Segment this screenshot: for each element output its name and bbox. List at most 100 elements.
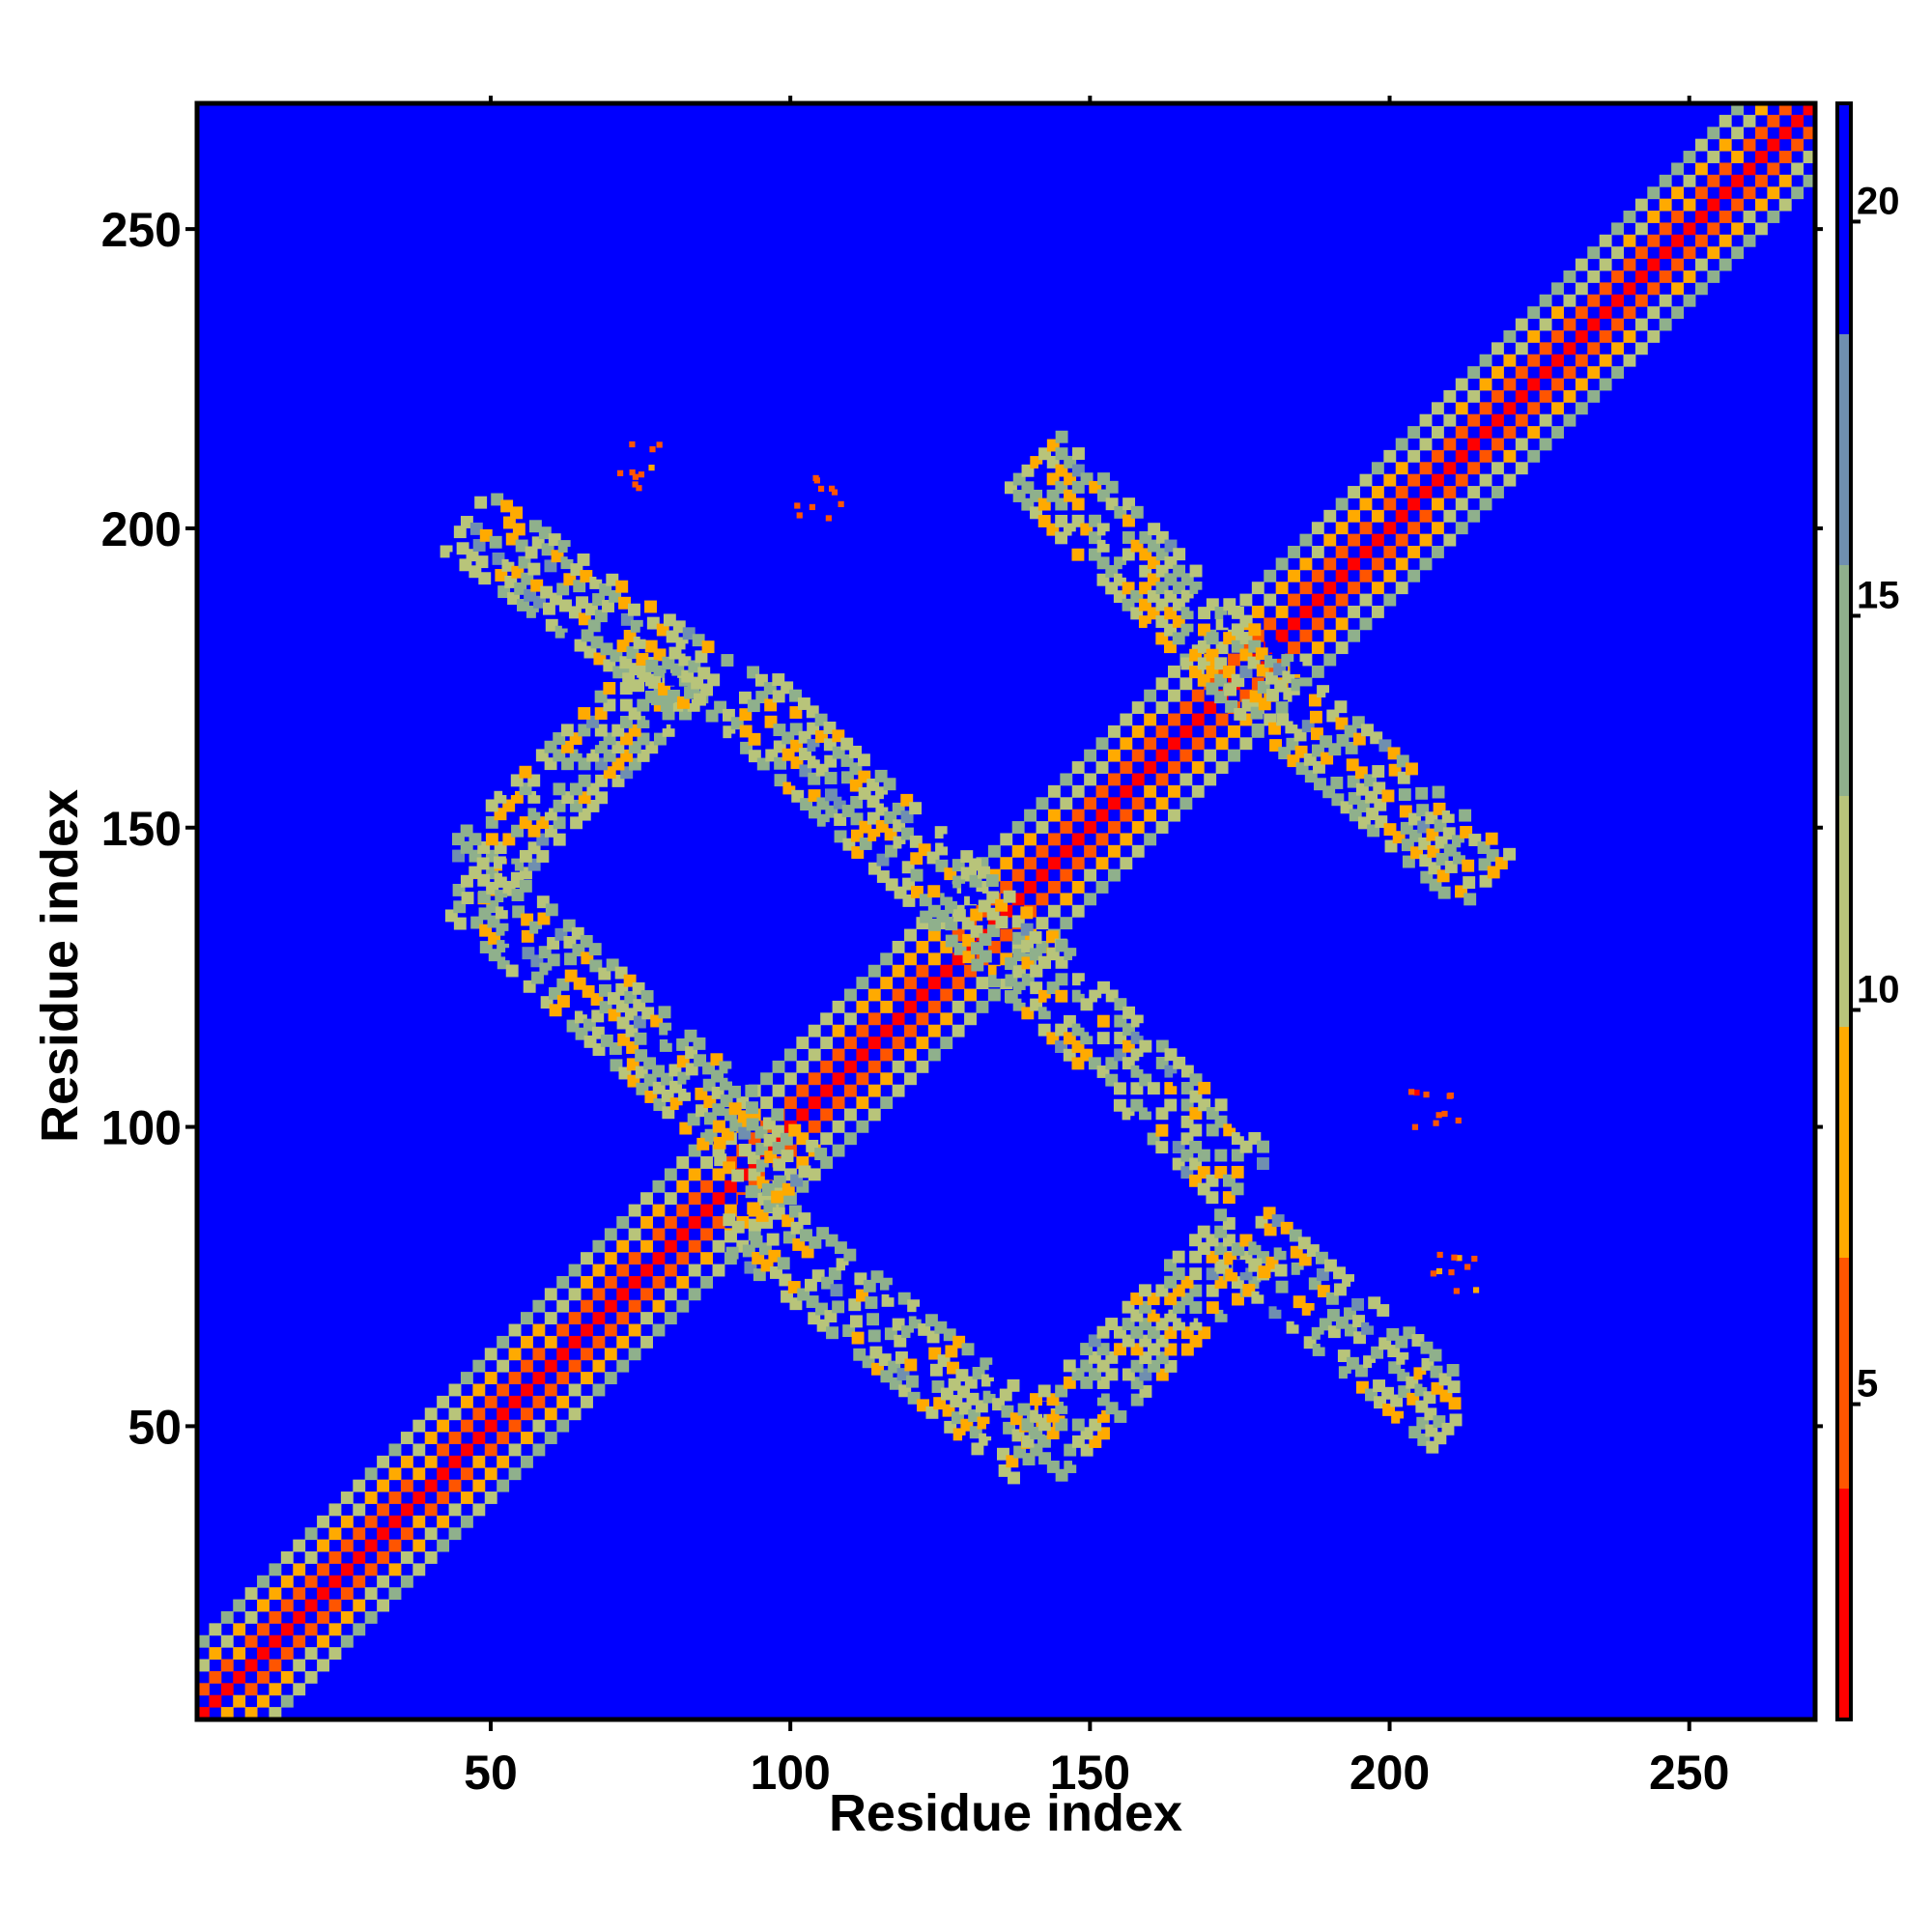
heatmap-cell xyxy=(244,1659,258,1672)
heatmap-cell xyxy=(1131,749,1145,762)
heatmap-cell xyxy=(649,446,656,453)
heatmap-cell xyxy=(892,1084,905,1097)
heatmap-cell xyxy=(1251,724,1264,736)
heatmap-cell xyxy=(578,774,591,787)
heatmap-cell xyxy=(594,610,608,623)
heatmap-cell xyxy=(1467,413,1481,427)
heatmap-cell xyxy=(1634,222,1648,236)
heatmap-cell xyxy=(604,1299,617,1313)
heatmap-cell xyxy=(1311,546,1324,558)
heatmap-cell xyxy=(1611,342,1624,355)
heatmap-cell xyxy=(1575,258,1588,271)
heatmap-cell xyxy=(553,782,566,796)
heatmap-cell xyxy=(489,535,502,549)
heatmap-cell xyxy=(880,1000,894,1013)
heatmap-cell xyxy=(1455,473,1468,487)
heatmap-cell xyxy=(592,1359,606,1373)
heatmap-cell xyxy=(916,1012,929,1026)
heatmap-cell xyxy=(400,1432,413,1444)
heatmap-cell xyxy=(353,1527,366,1541)
heatmap-cell xyxy=(867,964,881,978)
heatmap-cell xyxy=(424,1550,438,1564)
heatmap-cell xyxy=(197,1659,210,1672)
heatmap-cell xyxy=(628,1323,641,1337)
heatmap-cell xyxy=(328,1599,342,1612)
heatmap-cell xyxy=(500,499,514,513)
heatmap-cell xyxy=(1275,557,1289,571)
heatmap-cell xyxy=(640,1335,653,1349)
heatmap-cell xyxy=(927,1024,941,1037)
heatmap-cell xyxy=(1437,886,1451,899)
heatmap-cell xyxy=(1731,127,1745,140)
heatmap-cell xyxy=(1248,623,1262,637)
heatmap-cell xyxy=(1623,258,1636,271)
heatmap-cell xyxy=(1359,546,1373,558)
heatmap-cell xyxy=(1371,533,1384,547)
heatmap-cell xyxy=(1228,749,1240,762)
heatmap-cell xyxy=(668,646,682,660)
heatmap-cell xyxy=(1694,282,1708,296)
heatmap-cell xyxy=(1431,402,1444,415)
heatmap-cell xyxy=(541,543,554,556)
heatmap-cell xyxy=(883,778,896,791)
heatmap-cell xyxy=(1095,761,1109,774)
heatmap-cell xyxy=(453,526,467,539)
heatmap-cell xyxy=(820,1012,834,1026)
heatmap-cell xyxy=(616,469,624,476)
heatmap-cell xyxy=(666,630,679,643)
heatmap-cell xyxy=(629,663,642,676)
heatmap-cell xyxy=(952,1000,965,1013)
heatmap-cell xyxy=(1395,438,1408,451)
heatmap-cell xyxy=(772,1060,785,1073)
heatmap-cell xyxy=(1359,617,1373,631)
heatmap-cell xyxy=(987,844,1001,858)
heatmap-cell xyxy=(400,1503,413,1517)
heatmap-cell xyxy=(1551,306,1564,320)
heatmap-cell xyxy=(1443,413,1457,427)
heatmap-cell xyxy=(678,653,692,667)
heatmap-cell xyxy=(865,1296,878,1309)
heatmap-cell xyxy=(838,500,844,507)
heatmap-cell xyxy=(616,1335,630,1349)
heatmap-cell xyxy=(412,1467,426,1481)
x-axis: 50 100 150 200 250 xyxy=(464,96,1729,1800)
heatmap-cell xyxy=(568,1359,582,1373)
heatmap-cell xyxy=(663,613,676,627)
heatmap-cell xyxy=(400,1479,413,1492)
heatmap-cell xyxy=(1455,497,1468,511)
heatmap-cell xyxy=(1515,342,1528,355)
heatmap-cell xyxy=(1191,784,1205,798)
heatmap-cell xyxy=(1754,198,1768,212)
heatmap-cell xyxy=(1778,198,1792,212)
heatmap-cell xyxy=(472,1407,486,1421)
heatmap-cell xyxy=(568,606,582,619)
heatmap-cell xyxy=(1431,473,1444,487)
heatmap-cell xyxy=(304,1550,318,1564)
heatmap-cell xyxy=(636,485,642,492)
heatmap-cell xyxy=(220,1707,234,1719)
heatmap-cell xyxy=(1024,809,1037,822)
heatmap-cell xyxy=(672,620,686,634)
heatmap-cell xyxy=(328,1550,342,1564)
heatmap-cell xyxy=(448,1503,462,1517)
heatmap-cell xyxy=(856,1120,869,1133)
heatmap-cell xyxy=(1431,497,1444,511)
heatmap-cell xyxy=(592,1383,606,1397)
heatmap-cell xyxy=(1144,761,1157,774)
heatmap-cell xyxy=(1323,582,1337,595)
heatmap-cell xyxy=(796,1108,810,1122)
heatmap-cell xyxy=(1599,306,1612,320)
heatmap-cell xyxy=(518,555,531,569)
heatmap-cell xyxy=(652,1204,666,1217)
heatmap-cell xyxy=(460,1515,473,1528)
heatmap-cell xyxy=(581,1275,593,1289)
heatmap-cell xyxy=(1587,318,1601,331)
heatmap-cell xyxy=(1611,222,1624,236)
heatmap-cell xyxy=(460,1395,473,1408)
heatmap-cell xyxy=(650,693,664,706)
heatmap-cell xyxy=(269,1587,282,1601)
heatmap-cell xyxy=(664,1264,677,1277)
heatmap-cell xyxy=(1264,569,1277,582)
y-tick-label: 150 xyxy=(101,802,182,856)
heatmap-cell xyxy=(604,1323,617,1337)
